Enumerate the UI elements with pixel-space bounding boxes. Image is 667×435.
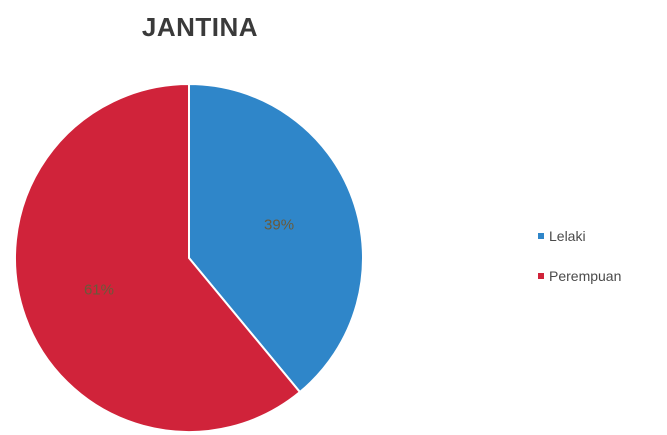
legend-swatch-lelaki [538,233,544,239]
legend-item-lelaki: Lelaki [538,226,621,246]
chart-title: JANTINA [141,12,259,42]
data-label-lelaki: 39% [264,217,294,234]
data-label-perempuan: 61% [84,281,114,298]
pie-slice-perempuan [13,82,302,433]
pie-slice-lelaki [188,82,364,394]
legend: Lelaki Perempuan [538,226,621,306]
legend-label-perempuan: Perempuan [549,268,622,284]
legend-item-perempuan: Perempuan [538,266,621,286]
legend-label-lelaki: Lelaki [549,228,586,244]
legend-swatch-perempuan [538,273,544,279]
